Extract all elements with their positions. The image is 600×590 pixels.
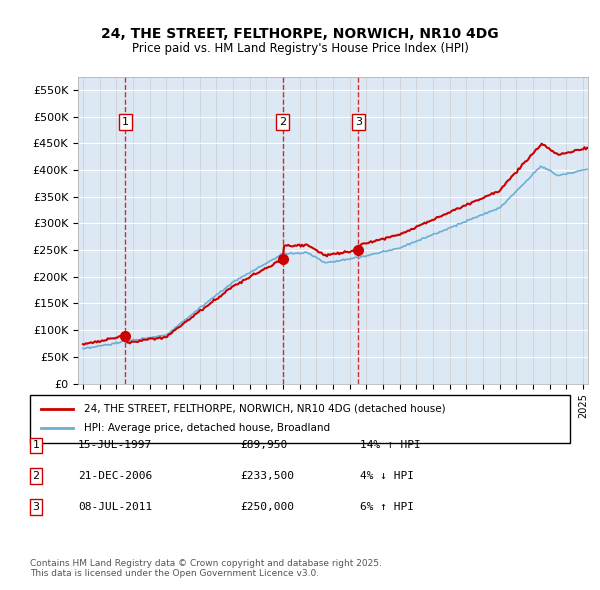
Text: 08-JUL-2011: 08-JUL-2011: [78, 502, 152, 512]
Text: 24, THE STREET, FELTHORPE, NORWICH, NR10 4DG (detached house): 24, THE STREET, FELTHORPE, NORWICH, NR10…: [84, 404, 446, 414]
Text: £89,950: £89,950: [240, 441, 287, 450]
FancyBboxPatch shape: [30, 395, 570, 442]
Text: 21-DEC-2006: 21-DEC-2006: [78, 471, 152, 481]
Text: 14% ↑ HPI: 14% ↑ HPI: [360, 441, 421, 450]
Text: £250,000: £250,000: [240, 502, 294, 512]
Text: 1: 1: [122, 117, 129, 127]
Text: 3: 3: [355, 117, 362, 127]
Text: 3: 3: [32, 502, 40, 512]
Text: 2: 2: [279, 117, 286, 127]
Text: Price paid vs. HM Land Registry's House Price Index (HPI): Price paid vs. HM Land Registry's House …: [131, 42, 469, 55]
Text: 6% ↑ HPI: 6% ↑ HPI: [360, 502, 414, 512]
Text: 1: 1: [32, 441, 40, 450]
Text: 2: 2: [32, 471, 40, 481]
Text: 15-JUL-1997: 15-JUL-1997: [78, 441, 152, 450]
Text: 4% ↓ HPI: 4% ↓ HPI: [360, 471, 414, 481]
Text: 24, THE STREET, FELTHORPE, NORWICH, NR10 4DG: 24, THE STREET, FELTHORPE, NORWICH, NR10…: [101, 27, 499, 41]
Text: £233,500: £233,500: [240, 471, 294, 481]
Text: HPI: Average price, detached house, Broadland: HPI: Average price, detached house, Broa…: [84, 424, 330, 433]
Text: Contains HM Land Registry data © Crown copyright and database right 2025.
This d: Contains HM Land Registry data © Crown c…: [30, 559, 382, 578]
